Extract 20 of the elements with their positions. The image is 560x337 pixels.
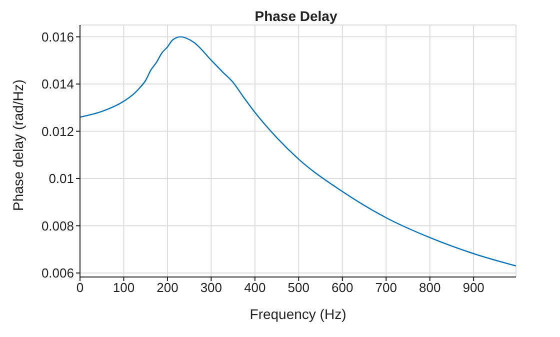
- y-tick-label: 0.014: [41, 76, 74, 92]
- y-tick-label: 0.006: [41, 266, 74, 281]
- x-tick-label: 300: [200, 280, 222, 296]
- x-tick-label: 0: [76, 280, 84, 296]
- x-tick-label: 400: [244, 280, 266, 296]
- chart-title: Phase Delay: [254, 8, 338, 24]
- x-tick-label: 100: [112, 280, 135, 296]
- y-axis-title: Phase delay (rad/Hz): [10, 79, 26, 211]
- x-axis-title: Frequency (Hz): [250, 306, 346, 322]
- y-tick-label: 0.012: [41, 124, 74, 139]
- y-tick-label: 0.016: [41, 29, 74, 44]
- x-tick-label: 900: [462, 280, 484, 296]
- x-tick-label: 200: [156, 280, 178, 296]
- x-tick-label: 500: [288, 280, 310, 296]
- y-tick-label: 0.01: [48, 171, 74, 186]
- x-tick-label: 800: [419, 280, 441, 296]
- x-tick-label: 600: [332, 280, 354, 296]
- x-tick-label: 700: [375, 280, 397, 296]
- line-series: [80, 36, 516, 266]
- y-tick-label: 0.008: [41, 218, 74, 234]
